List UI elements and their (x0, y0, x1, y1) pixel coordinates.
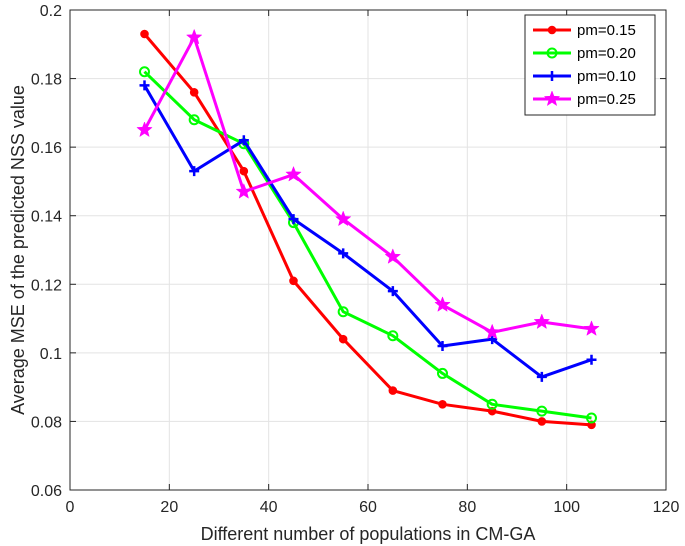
legend-label: pm=0.10 (577, 68, 636, 85)
data-point (384, 248, 402, 264)
legend-label: pm=0.25 (577, 91, 636, 108)
data-point (388, 386, 398, 395)
series-group (136, 28, 600, 430)
data-point (140, 29, 149, 39)
data-point (536, 371, 547, 382)
series-pm=0.10 (139, 80, 597, 382)
data-point (338, 334, 348, 344)
legend-marker (547, 25, 557, 35)
y-tick-label: 0.16 (31, 140, 62, 157)
data-point (387, 330, 399, 342)
data-point (337, 306, 349, 318)
legend-item: pm=0.15 (533, 22, 636, 39)
data-point (536, 405, 548, 417)
data-point (486, 398, 498, 410)
legend-item: pm=0.25 (533, 90, 636, 108)
series-pm=0.20 (139, 66, 597, 424)
y-tick-label: 0.14 (31, 209, 62, 226)
x-tick-label: 100 (553, 499, 580, 516)
data-point (285, 165, 302, 182)
data-point (437, 367, 448, 379)
legend-marker (543, 90, 561, 107)
legend: pm=0.15 pm=0.20 pm=0.10 pm=0.25 (524, 14, 656, 116)
data-point (185, 28, 203, 45)
data-point (238, 135, 249, 146)
x-tick-label: 80 (458, 499, 476, 516)
data-point (586, 354, 597, 365)
tick-labels: 0 20 40 60 80 100 120 0.06 0.08 0.1 0.12 0.14 0.16 0.… (31, 3, 680, 516)
data-point (334, 210, 352, 227)
data-point (387, 286, 398, 297)
data-point (139, 80, 150, 91)
data-point (434, 296, 451, 312)
legend-marker (547, 71, 557, 81)
y-tick-label: 0.18 (31, 72, 62, 89)
legend-label: pm=0.15 (577, 22, 636, 39)
x-tick-label: 40 (260, 499, 278, 516)
x-tick-label: 60 (359, 499, 377, 516)
data-point (437, 341, 448, 351)
series-line (143, 35, 592, 334)
data-point (288, 214, 299, 225)
data-point (189, 166, 200, 177)
data-point (533, 313, 551, 330)
data-point (438, 399, 447, 409)
legend-item: pm=0.10 (533, 68, 636, 85)
data-point (583, 320, 600, 336)
data-point (239, 166, 249, 176)
y-tick-label: 0.2 (40, 3, 62, 20)
y-tick-label: 0.08 (31, 414, 62, 431)
series-pm=0.25 (136, 28, 600, 340)
legend-item: pm=0.20 (533, 45, 636, 62)
y-axis-label: Average MSE of the predicted NSS value (8, 85, 28, 415)
data-point (338, 248, 349, 259)
series-line (143, 84, 592, 379)
x-tick-label: 0 (66, 499, 75, 516)
data-point (537, 417, 547, 426)
y-tick-label: 0.1 (40, 346, 62, 363)
y-tick-label: 0.12 (31, 277, 62, 294)
data-point (139, 66, 150, 78)
y-tick-label: 0.06 (31, 483, 62, 500)
legend-marker (546, 47, 558, 59)
data-point (136, 121, 153, 138)
legend-label: pm=0.20 (577, 45, 636, 62)
data-point (189, 87, 199, 97)
x-axis-label: Different number of populations in CM-GA (201, 524, 536, 544)
data-point (289, 276, 298, 286)
data-point (586, 412, 597, 424)
series-line (143, 70, 592, 420)
x-tick-label: 20 (160, 499, 178, 516)
data-point (235, 182, 253, 199)
data-point (188, 114, 200, 126)
x-tick-label: 120 (653, 499, 680, 516)
axes (69, 9, 667, 491)
data-point (483, 323, 501, 340)
